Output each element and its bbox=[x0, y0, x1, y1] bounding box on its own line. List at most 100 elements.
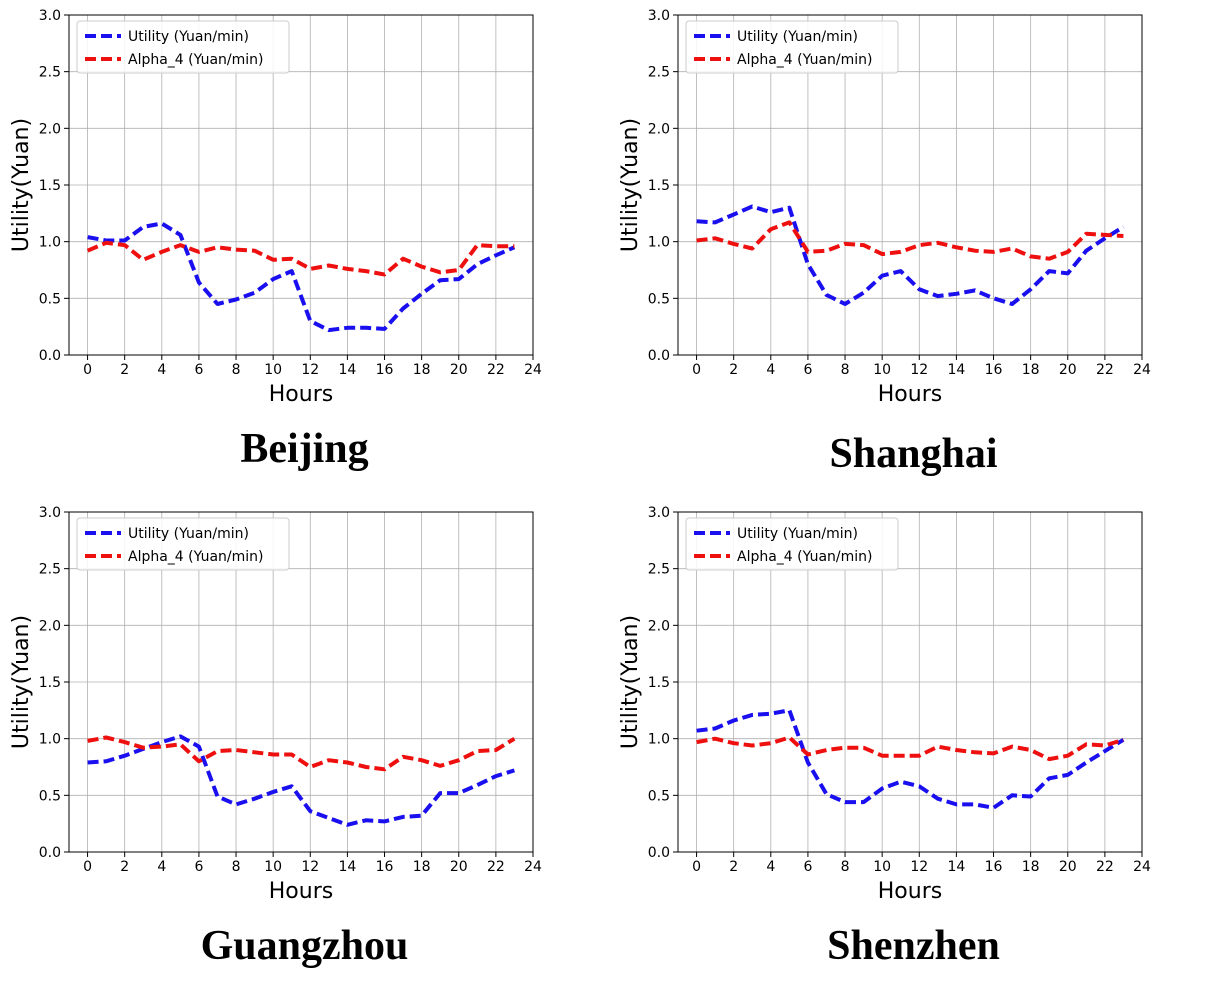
legend-label: Alpha_4 (Yuan/min) bbox=[737, 549, 872, 565]
x-tick-label: 6 bbox=[803, 859, 812, 875]
legend-label: Utility (Yuan/min) bbox=[737, 29, 858, 45]
y-tick-label: 3.0 bbox=[648, 8, 670, 24]
x-tick-label: 2 bbox=[120, 362, 129, 378]
y-tick-label: 3.0 bbox=[39, 505, 61, 521]
x-tick-label: 4 bbox=[157, 362, 166, 378]
city-title: Shanghai bbox=[829, 431, 998, 477]
chart-panel-shanghai: 0 2 4 6 8 10 12 14 16 18 20 22 24 0.0 0.5 1.0 1.5 2.0 2.5 3… bbox=[609, 0, 1218, 497]
y-tick-label: 3.0 bbox=[648, 505, 670, 521]
series-line-utility bbox=[87, 221, 516, 333]
x-tick-label: 14 bbox=[947, 859, 965, 875]
y-tick-label: 2.5 bbox=[648, 562, 670, 578]
y-tick-label: 2.5 bbox=[39, 562, 61, 578]
x-tick-label: 18 bbox=[413, 362, 431, 378]
y-tick-label: 2.0 bbox=[39, 618, 61, 634]
x-tick-label: 18 bbox=[1022, 362, 1040, 378]
x-tick-label: 16 bbox=[376, 859, 394, 875]
chart-panel-guangzhou: 0 2 4 6 8 10 12 14 16 18 20 22 24 0.0 0.5 1.0 1.5 2.0 2.5 3… bbox=[0, 497, 609, 994]
legend-label: Utility (Yuan/min) bbox=[737, 526, 858, 542]
y-axis-label: Utility(Yuan) bbox=[9, 615, 34, 749]
city-title: Beijing bbox=[240, 426, 369, 472]
x-tick-label: 2 bbox=[729, 859, 738, 875]
x-tick-label: 8 bbox=[232, 362, 241, 378]
plot-frame bbox=[68, 14, 534, 356]
y-tick-label: 0.5 bbox=[39, 788, 61, 804]
x-tick-label: 0 bbox=[692, 362, 701, 378]
x-tick-label: 24 bbox=[1133, 362, 1151, 378]
x-tick-label: 22 bbox=[487, 362, 505, 378]
x-tick-label: 22 bbox=[1096, 362, 1114, 378]
x-tick-label: 12 bbox=[910, 859, 928, 875]
legend-label: Alpha_4 (Yuan/min) bbox=[737, 52, 872, 68]
series-line-alpha4 bbox=[87, 735, 516, 772]
x-tick-label: 20 bbox=[450, 859, 468, 875]
y-tick-label: 2.0 bbox=[648, 121, 670, 137]
y-tick-label: 0.0 bbox=[39, 348, 61, 364]
x-tick-label: 0 bbox=[83, 362, 92, 378]
x-tick-label: 20 bbox=[1059, 362, 1077, 378]
legend-box bbox=[685, 517, 899, 571]
x-tick-label: 18 bbox=[1022, 859, 1040, 875]
x-tick-label: 24 bbox=[1133, 859, 1151, 875]
series-line-utility bbox=[696, 708, 1125, 810]
chart-svg: 0 2 4 6 8 10 12 14 16 18 20 22 240.00.51.01.52.02.53… bbox=[618, 505, 1151, 904]
y-tick-label: 3.0 bbox=[39, 8, 61, 24]
x-tick-label: 4 bbox=[766, 859, 775, 875]
x-tick-label: 4 bbox=[766, 362, 775, 378]
y-tick-label: 0.5 bbox=[39, 291, 61, 307]
y-tick-label: 2.5 bbox=[648, 65, 670, 81]
x-tick-label: 22 bbox=[1096, 859, 1114, 875]
series-line-alpha4 bbox=[86, 240, 515, 277]
x-tick-label: 16 bbox=[985, 859, 1003, 875]
x-tick-label: 6 bbox=[803, 362, 812, 378]
y-tick-label: 2.0 bbox=[39, 121, 61, 137]
x-tick-label: 10 bbox=[264, 362, 282, 378]
x-tick-label: 14 bbox=[338, 362, 356, 378]
chart-panel-shenzhen: 0 2 4 6 8 10 12 14 16 18 20 22 24 0.0 0.5 1.0 1.5 2.0 2.5 3… bbox=[609, 497, 1218, 994]
x-tick-label: 20 bbox=[1059, 859, 1077, 875]
y-tick-label: 1.0 bbox=[648, 732, 670, 748]
x-tick-label: 8 bbox=[232, 859, 241, 875]
y-tick-label: 1.5 bbox=[648, 675, 670, 691]
y-tick-label: 2.5 bbox=[39, 65, 61, 81]
y-tick-label: 1.5 bbox=[39, 675, 61, 691]
legend-box bbox=[76, 517, 290, 571]
legend-label: Alpha_4 (Yuan/min) bbox=[128, 52, 263, 68]
series-line-utility bbox=[87, 734, 515, 827]
x-tick-label: 24 bbox=[524, 362, 542, 378]
x-tick-label: 24 bbox=[524, 859, 542, 875]
y-tick-label: 0.0 bbox=[648, 845, 670, 861]
x-axis-label: Hours bbox=[269, 382, 333, 407]
y-tick-label: 0.0 bbox=[648, 348, 670, 364]
y-tick-label: 1.5 bbox=[648, 178, 670, 194]
chart-panel-beijing: 0 2 4 6 8 10 12 14 16 18 20 22 24 0.0 0.5 1.0 1.5 2.0 2.5 3… bbox=[0, 0, 609, 497]
x-tick-label: 4 bbox=[157, 859, 166, 875]
legend-label: Utility (Yuan/min) bbox=[128, 29, 249, 45]
x-tick-label: 8 bbox=[841, 362, 850, 378]
plot-frame bbox=[677, 14, 1143, 356]
y-tick-label: 1.0 bbox=[648, 235, 670, 251]
series-line-utility bbox=[696, 204, 1125, 306]
legend-label: Alpha_4 (Yuan/min) bbox=[128, 549, 263, 565]
x-tick-label: 2 bbox=[120, 859, 129, 875]
x-tick-label: 6 bbox=[194, 859, 203, 875]
x-axis-label: Hours bbox=[878, 382, 942, 407]
y-axis-label: Utility(Yuan) bbox=[9, 118, 34, 252]
y-axis-label: Utility(Yuan) bbox=[618, 615, 643, 749]
x-tick-label: 16 bbox=[985, 362, 1003, 378]
series-line-alpha4 bbox=[696, 220, 1124, 261]
x-tick-label: 14 bbox=[338, 859, 356, 875]
x-tick-label: 10 bbox=[264, 859, 282, 875]
legend-box bbox=[76, 20, 290, 74]
x-tick-label: 12 bbox=[301, 362, 319, 378]
x-tick-label: 0 bbox=[83, 859, 92, 875]
x-tick-label: 16 bbox=[376, 362, 394, 378]
y-tick-label: 0.0 bbox=[39, 845, 61, 861]
x-tick-label: 22 bbox=[487, 859, 505, 875]
x-tick-label: 20 bbox=[450, 362, 468, 378]
chart-svg: 0 2 4 6 8 10 12 14 16 18 20 22 240.00.51.01.52.02.53… bbox=[9, 505, 542, 904]
x-axis-label: Hours bbox=[269, 879, 333, 904]
legend-box bbox=[685, 20, 899, 74]
y-tick-label: 1.5 bbox=[39, 178, 61, 194]
plot-frame bbox=[68, 511, 534, 853]
